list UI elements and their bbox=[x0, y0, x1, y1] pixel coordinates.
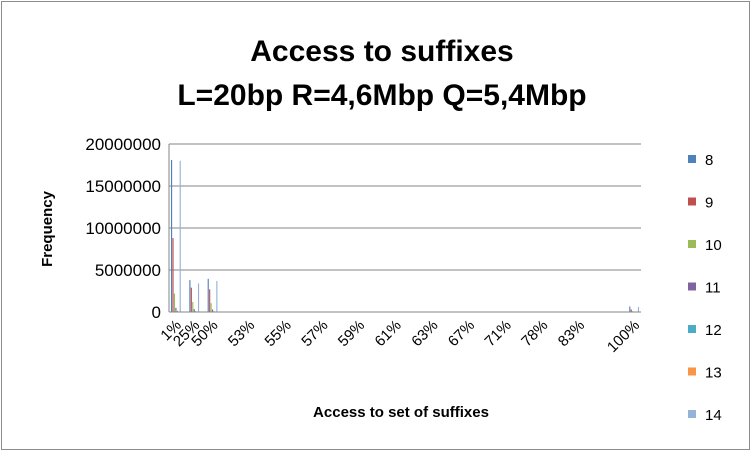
chart-title-line-1: Access to suffixes bbox=[250, 35, 513, 68]
x-tick-label: 71% bbox=[482, 317, 515, 350]
bar-series-10 bbox=[192, 301, 194, 312]
legend-item-14: 14 bbox=[688, 407, 722, 424]
bar-series-12 bbox=[176, 310, 178, 312]
bar-series-11 bbox=[175, 307, 177, 312]
y-tick-label: 20000000 bbox=[85, 135, 161, 154]
legend-label: 9 bbox=[705, 195, 713, 212]
x-tick-label: 53% bbox=[225, 317, 258, 350]
legend-item-13: 13 bbox=[688, 365, 722, 382]
chart-title-line-2: L=20bp R=4,6Mbp Q=5,4Mbp bbox=[177, 79, 586, 112]
legend-item-12: 12 bbox=[688, 322, 722, 339]
legend-item-9: 9 bbox=[688, 195, 713, 212]
bar-series-9 bbox=[630, 309, 632, 312]
gridlines bbox=[169, 143, 641, 271]
x-tick-label: 78% bbox=[518, 317, 551, 350]
legend-label: 10 bbox=[705, 237, 722, 254]
legend-label: 8 bbox=[705, 152, 713, 169]
y-tick-labels: 0 5000000 10000000 15000000 20000000 bbox=[85, 135, 161, 322]
x-tick-label: 100% bbox=[604, 317, 643, 356]
bar-series-10 bbox=[173, 293, 176, 312]
x-tick-label: 61% bbox=[372, 317, 405, 350]
legend-label: 12 bbox=[705, 322, 722, 339]
bar-series-8 bbox=[171, 159, 173, 312]
legend-label: 14 bbox=[705, 407, 722, 424]
y-tick-label: 0 bbox=[152, 303, 161, 322]
y-axis-title: Frequency bbox=[39, 190, 56, 267]
bar-series-9 bbox=[190, 287, 192, 312]
x-tick-label: 83% bbox=[555, 317, 588, 350]
y-tick-label: 10000000 bbox=[85, 219, 161, 238]
bar-series-11 bbox=[211, 309, 214, 312]
bar-series-9 bbox=[209, 289, 211, 312]
legend-swatch bbox=[688, 282, 696, 291]
legend-swatch bbox=[688, 197, 696, 206]
bar-series-10 bbox=[210, 303, 212, 312]
bar-series-14 bbox=[216, 280, 218, 312]
bar-series-14 bbox=[197, 283, 200, 312]
legend-item-10: 10 bbox=[688, 237, 722, 254]
x-tick-label: 67% bbox=[445, 317, 478, 350]
legend-item-11: 11 bbox=[688, 280, 721, 297]
legend-swatch bbox=[688, 325, 696, 333]
legend-label: 11 bbox=[705, 280, 721, 297]
legend-label: 13 bbox=[705, 365, 722, 382]
legend: 8 9 10 11 12 13 14 bbox=[688, 152, 722, 424]
bar-series-8 bbox=[189, 280, 191, 312]
legend-swatch bbox=[688, 410, 696, 418]
y-tick-label: 5000000 bbox=[95, 261, 161, 280]
legend-swatch bbox=[688, 367, 696, 376]
bar-series-8 bbox=[207, 278, 209, 312]
legend-swatch bbox=[688, 240, 696, 248]
x-tick-label: 57% bbox=[298, 317, 331, 350]
chart-title: Access to suffixes L=20bp R=4,6Mbp Q=5,4… bbox=[177, 35, 586, 112]
legend-item-8: 8 bbox=[688, 152, 713, 169]
x-tick-label: 63% bbox=[408, 317, 441, 350]
axes bbox=[168, 144, 641, 313]
bar-series-8 bbox=[629, 306, 631, 312]
y-tick-label: 15000000 bbox=[85, 177, 161, 196]
bars bbox=[171, 159, 640, 312]
bar-series-14 bbox=[637, 306, 640, 312]
x-axis-title: Access to set of suffixes bbox=[313, 404, 489, 421]
x-tick-label: 55% bbox=[262, 317, 295, 350]
bar-series-11 bbox=[193, 309, 195, 312]
legend-swatch bbox=[688, 155, 696, 163]
bar-series-9 bbox=[172, 238, 174, 312]
x-tick-labels: 1%25%50% 53% 55% 57% 59% 61% 63% 67% 71% 78% 83% 10… bbox=[157, 317, 643, 356]
bar-series-14 bbox=[179, 160, 181, 312]
x-tick-label: 59% bbox=[335, 317, 368, 350]
